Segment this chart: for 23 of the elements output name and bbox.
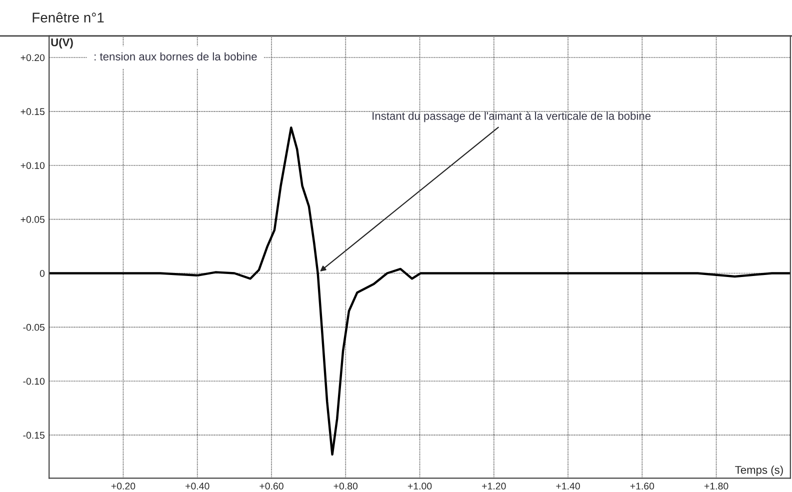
x-tick-label: +1.20	[482, 482, 506, 490]
y-tick-label: +0.15	[20, 108, 45, 116]
line-series	[49, 126, 790, 456]
x-tick-label: +0.60	[260, 482, 284, 490]
y-tick-label: +0.10	[20, 162, 45, 169]
x-tick-label: +1.00	[408, 482, 432, 490]
y-tick-label: -0.15	[23, 432, 45, 439]
y-tick-label: +0.20	[20, 54, 45, 62]
y-axis-title: U(V)	[51, 38, 73, 48]
x-tick-label: +1.80	[704, 482, 728, 490]
y-tick-label: -0.05	[23, 324, 45, 331]
y-tick-label: 0	[40, 270, 45, 277]
y-tick-label: +0.05	[20, 216, 45, 223]
y-tick-label: -0.10	[23, 378, 45, 385]
x-tick-label: +0.20	[111, 482, 136, 490]
x-tick-label: +1.60	[630, 482, 654, 490]
x-tick-label: +1.40	[556, 482, 580, 490]
x-tick-label: +0.80	[334, 482, 358, 490]
annotation: : tension aux bornes de la bobine	[94, 52, 257, 60]
chart-title: Fenêtre n°1	[32, 12, 104, 22]
x-tick-label: +0.40	[186, 482, 210, 490]
x-axis-title: Temps (s)	[735, 466, 783, 476]
annotation: Instant du passage de l'aimant à la verticale de la bobine	[372, 112, 651, 122]
